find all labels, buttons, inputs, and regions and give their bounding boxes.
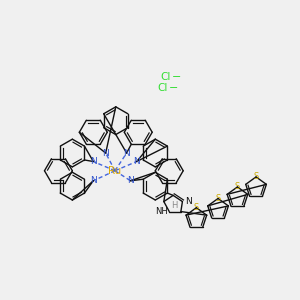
Text: H: H	[171, 201, 177, 210]
Text: Ru: Ru	[108, 166, 122, 176]
Text: −: −	[172, 72, 181, 82]
Text: N: N	[127, 176, 134, 185]
Text: S: S	[235, 182, 240, 191]
Text: S: S	[194, 203, 199, 212]
Text: S: S	[254, 172, 259, 182]
Text: N: N	[185, 197, 192, 206]
Text: N: N	[90, 176, 97, 185]
Text: NH: NH	[155, 207, 168, 216]
Text: N: N	[90, 157, 97, 166]
Text: N: N	[102, 148, 109, 158]
Text: N: N	[123, 148, 130, 158]
Text: −: −	[168, 83, 178, 93]
Text: Cl: Cl	[160, 72, 171, 82]
Text: N: N	[133, 157, 140, 166]
Text: S: S	[215, 194, 221, 203]
Text: Cl: Cl	[157, 83, 167, 93]
